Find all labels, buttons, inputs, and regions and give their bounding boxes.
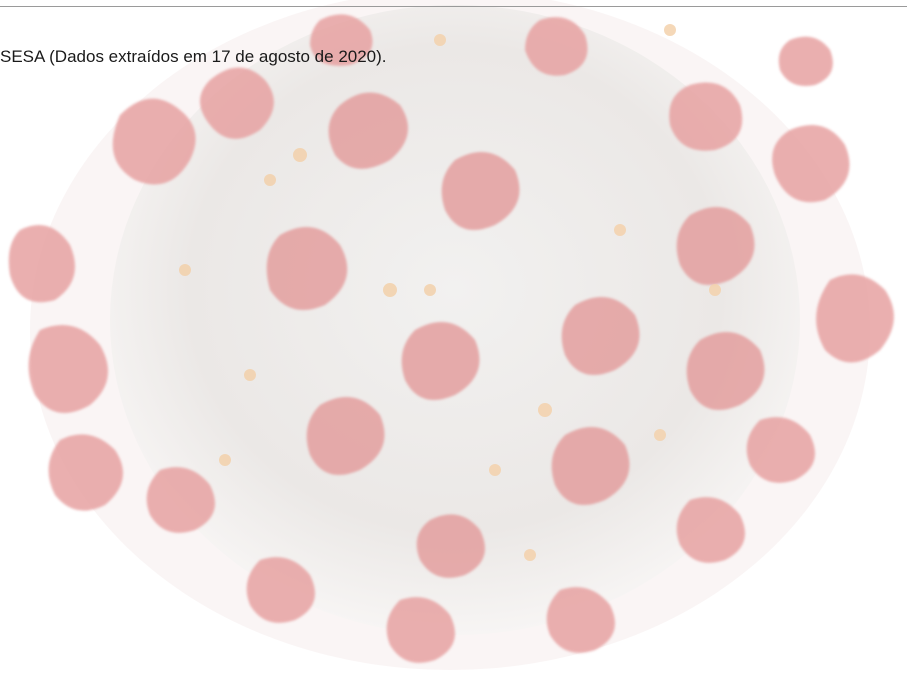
top-divider bbox=[0, 6, 907, 7]
source-caption: SESA (Dados extraídos em 17 de agosto de… bbox=[0, 47, 387, 66]
